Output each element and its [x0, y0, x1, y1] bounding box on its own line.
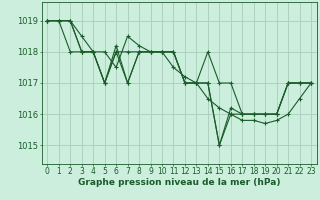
X-axis label: Graphe pression niveau de la mer (hPa): Graphe pression niveau de la mer (hPa) — [78, 178, 280, 187]
